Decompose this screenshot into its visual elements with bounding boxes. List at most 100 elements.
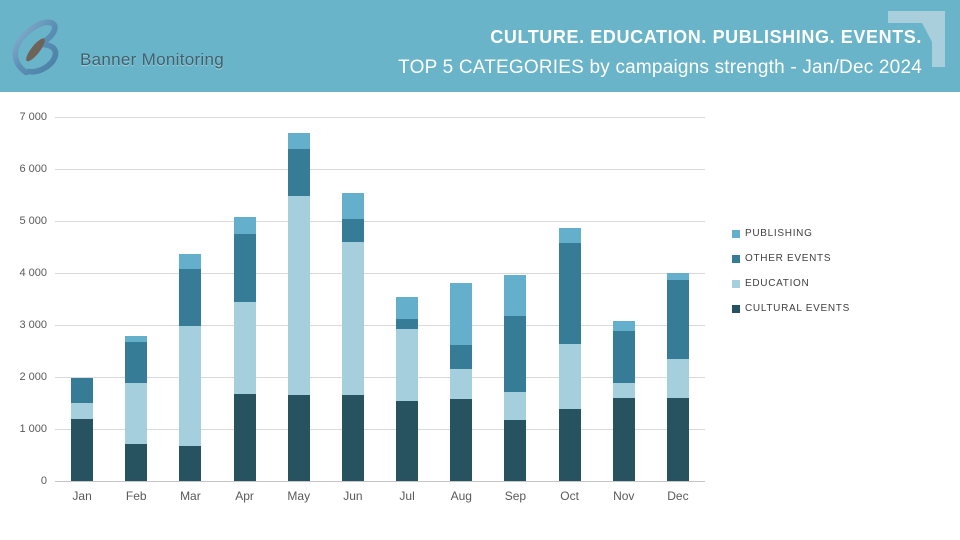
bar-segment-cultural-events-mar: [179, 446, 202, 481]
y-axis-tick-label: 6 000: [19, 162, 47, 175]
bar-segment-education-nov: [612, 383, 635, 398]
bar-segment-publishing-aug: [450, 283, 473, 345]
bar-may: [287, 133, 310, 481]
bar-segment-cultural-events-nov: [612, 397, 635, 481]
x-axis-tick-label-jan: Jan: [72, 489, 92, 503]
x-axis-tick-label-dec: Dec: [667, 489, 689, 503]
x-axis-tick-label-apr: Apr: [235, 489, 254, 503]
bar-segment-education-sep: [504, 392, 527, 421]
bar-segment-cultural-events-jan: [71, 418, 94, 481]
x-axis-tick-label-feb: Feb: [125, 489, 147, 503]
legend-item-education: EDUCATION: [732, 278, 850, 289]
bar-segment-education-jun: [341, 241, 364, 396]
bar-segment-other-events-oct: [558, 243, 581, 344]
legend-marker-icon: [732, 229, 740, 238]
bar-segment-cultural-events-oct: [558, 409, 581, 481]
page-subtitle: TOP 5 CATEGORIES by campaigns strength -…: [398, 57, 922, 78]
stacked-bar-chart: 0 1 000 2 000 3 000 4 000 5 000 6 000 7 000 Jan F…: [0, 92, 960, 540]
y-axis-tick-label: 5 000: [19, 214, 47, 227]
bar-oct: [558, 227, 581, 481]
bar-segment-publishing-sep: [504, 275, 527, 316]
bar-mar: [179, 254, 202, 481]
gridline-0: [55, 480, 705, 482]
bar-segment-publishing-dec: [666, 273, 689, 281]
bar-segment-cultural-events-may: [287, 395, 310, 481]
bar-segment-other-events-aug: [450, 344, 473, 370]
gridline-7000: [55, 116, 705, 118]
bar-sep: [504, 275, 527, 481]
legend-item-other-events: OTHER EVENTS: [732, 253, 850, 264]
page-title: CULTURE. EDUCATION. PUBLISHING. EVENTS.: [490, 27, 922, 47]
y-axis-tick-label: 7 000: [19, 110, 47, 123]
header-titles: CULTURE. EDUCATION. PUBLISHING. EVENTS. …: [398, 27, 922, 79]
legend-label: CULTURAL EVENTS: [745, 303, 850, 314]
bar-segment-publishing-oct: [558, 227, 581, 244]
header-band: Banner Monitoring CULTURE. EDUCATION. PU…: [0, 0, 960, 92]
bar-feb: [125, 336, 148, 481]
bar-dec: [666, 273, 689, 481]
legend-label: PUBLISHING: [745, 228, 813, 239]
gridline-3000: [55, 324, 705, 326]
x-axis-tick-label-mar: Mar: [180, 489, 201, 503]
bar-segment-other-events-may: [287, 148, 310, 196]
bar-segment-publishing-feb: [125, 336, 148, 343]
bar-jul: [396, 297, 419, 481]
x-axis-tick-label-nov: Nov: [613, 489, 635, 503]
gridline-4000: [55, 272, 705, 274]
legend-item-publishing: PUBLISHING: [732, 228, 850, 239]
x-axis-tick-label-aug: Aug: [450, 489, 472, 503]
bar-segment-cultural-events-jul: [396, 401, 419, 481]
y-axis-tick-label: 4 000: [19, 266, 47, 279]
corner-bracket-icon: [888, 11, 945, 67]
bar-segment-other-events-jul: [396, 318, 419, 329]
legend-marker-icon: [732, 279, 740, 288]
legend-marker-icon: [732, 254, 740, 263]
bar-segment-other-events-dec: [666, 280, 689, 359]
bar-segment-publishing-apr: [233, 216, 256, 235]
bar-segment-publishing-jul: [396, 297, 419, 319]
chart-legend: PUBLISHING OTHER EVENTS EDUCATION CULTURAL …: [732, 228, 850, 328]
bar-segment-other-events-feb: [125, 342, 148, 383]
bar-segment-cultural-events-jun: [341, 395, 364, 481]
gridline-2000: [55, 376, 705, 378]
bar-segment-publishing-jun: [341, 192, 364, 220]
y-axis-tick-label: 3 000: [19, 318, 47, 331]
legend-item-cultural-events: CULTURAL EVENTS: [732, 303, 850, 314]
bar-segment-education-apr: [233, 301, 256, 394]
bar-segment-education-aug: [450, 369, 473, 400]
y-axis-tick-label: 0: [40, 474, 47, 487]
x-axis-tick-label-oct: Oct: [560, 489, 579, 503]
bar-segment-other-events-jun: [341, 219, 364, 242]
bar-segment-publishing-may: [287, 133, 310, 149]
y-axis-tick-label: 2 000: [19, 370, 47, 383]
bar-segment-other-events-sep: [504, 315, 527, 393]
x-axis-tick-label-jul: Jul: [399, 489, 415, 503]
bar-jun: [341, 192, 364, 481]
bar-nov: [612, 321, 635, 481]
bar-segment-publishing-nov: [612, 321, 635, 332]
x-axis-tick-label-sep: Sep: [504, 489, 527, 503]
bar-segment-education-oct: [558, 343, 581, 410]
bar-segment-other-events-apr: [233, 234, 256, 302]
y-axis-tick-label: 1 000: [19, 422, 47, 435]
gridline-1000: [55, 428, 705, 430]
bar-segment-cultural-events-sep: [504, 420, 527, 481]
plot-area: 0 1 000 2 000 3 000 4 000 5 000 6 000 7 000 Jan F…: [19, 111, 705, 503]
gridline-5000: [55, 220, 705, 222]
bar-segment-cultural-events-apr: [233, 393, 256, 481]
bar-jan: [71, 377, 94, 481]
gridline-6000: [55, 168, 705, 170]
bar-segment-education-mar: [179, 325, 202, 447]
bar-segment-cultural-events-feb: [125, 444, 148, 481]
bar-segment-education-jan: [71, 403, 94, 419]
bar-segment-cultural-events-dec: [666, 397, 689, 481]
banner-monitoring-logo-icon: [12, 19, 59, 76]
bar-segment-publishing-mar: [179, 254, 202, 270]
bar-apr: [233, 216, 256, 481]
legend-label: EDUCATION: [745, 278, 810, 289]
bar-segment-other-events-mar: [179, 269, 202, 326]
legend-marker-icon: [732, 304, 740, 313]
bar-segment-other-events-nov: [612, 331, 635, 384]
x-axis-tick-label-may: May: [287, 489, 311, 503]
